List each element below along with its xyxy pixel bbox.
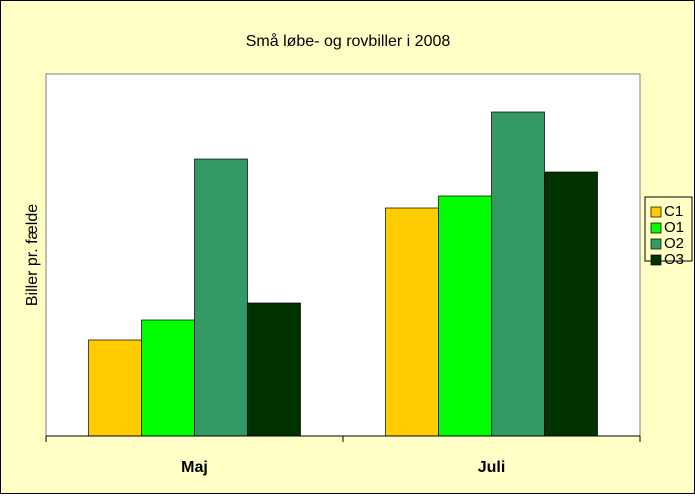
legend-swatch [650, 254, 662, 266]
bar [141, 319, 195, 437]
chart-title: Små løbe- og rovbiller i 2008 [246, 32, 451, 50]
y-axis-label: Biller pr. fælde [24, 204, 41, 306]
bar [491, 111, 545, 437]
bar [544, 171, 598, 437]
legend-swatch [650, 238, 662, 250]
legend-swatch [650, 222, 662, 234]
legend-label: C1 [664, 203, 683, 220]
bar [247, 302, 301, 437]
legend-label: O1 [664, 219, 684, 236]
bar [194, 158, 248, 437]
bar [385, 207, 439, 437]
bar [88, 339, 142, 437]
x-tick-label: Maj [181, 459, 208, 476]
x-tick-label: Juli [478, 459, 506, 476]
legend-swatch [650, 206, 662, 218]
legend-label: O3 [664, 251, 684, 268]
bar [438, 195, 492, 437]
legend-label: O2 [664, 235, 684, 252]
